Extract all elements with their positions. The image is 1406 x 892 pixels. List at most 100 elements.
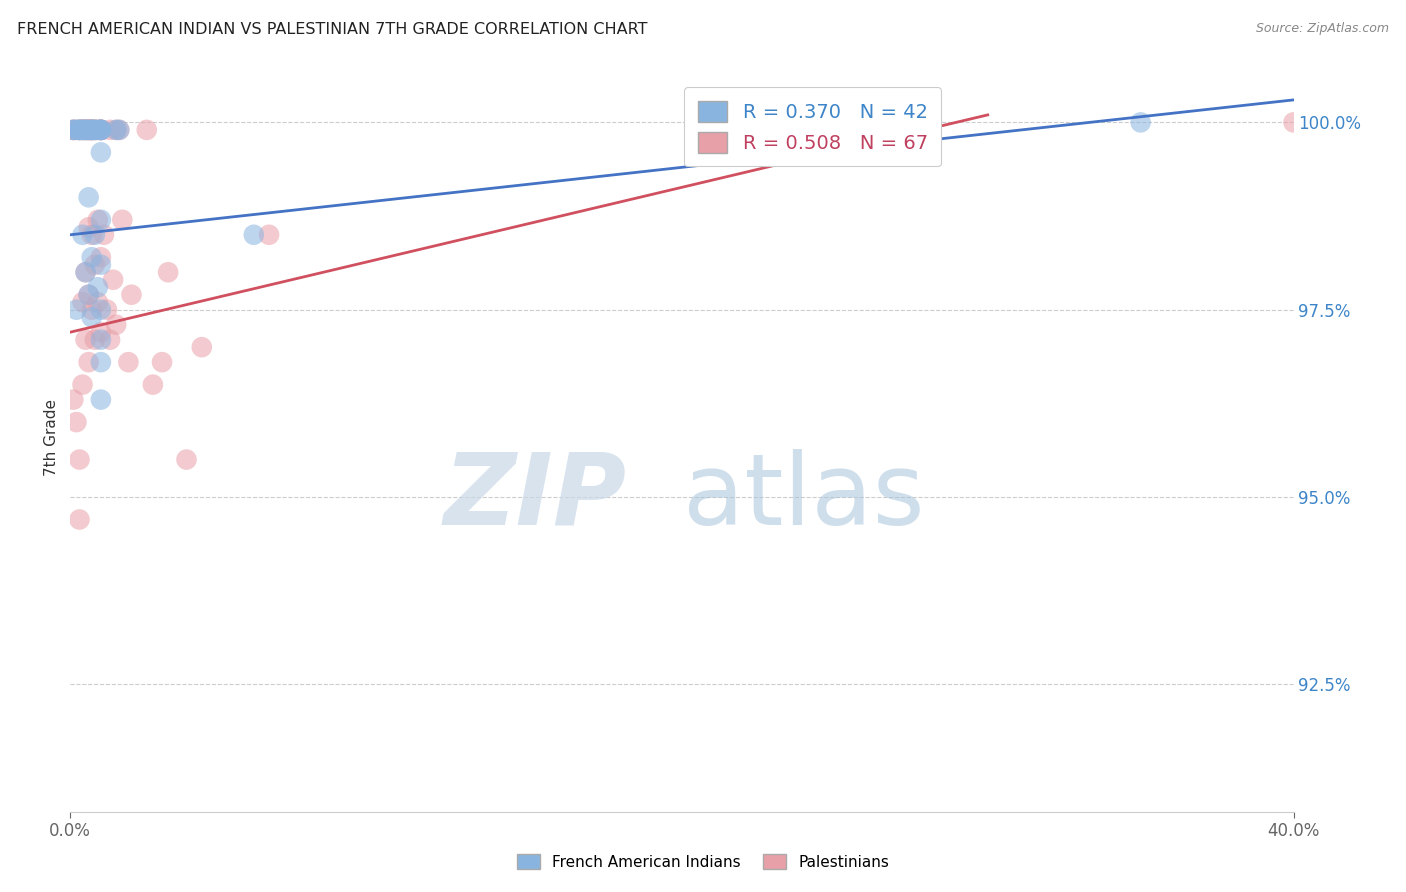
Point [69,512,91,526]
Point [98,333,121,347]
Point [90,333,112,347]
Point [69,123,91,137]
Point [72,227,94,242]
Point [77,123,100,137]
Point [105,123,128,137]
Legend: R = 0.370   N = 42, R = 0.508   N = 67: R = 0.370 N = 42, R = 0.508 N = 67 [685,87,941,167]
Point [80,123,103,137]
Point [105,318,128,332]
Text: ZIP: ZIP [444,449,627,546]
Point [90,123,112,137]
Point [90,123,112,137]
Point [72,123,94,137]
Point [72,377,94,392]
Point [80,123,103,137]
Point [83,123,105,137]
Point [87,212,110,227]
Point [90,392,112,407]
Point [75,265,97,279]
Point [90,123,112,137]
Point [77,220,100,235]
Point [83,333,105,347]
Point [77,190,100,204]
Point [80,250,103,264]
Point [90,302,112,317]
Point [77,123,100,137]
Point [111,212,134,227]
Point [62,123,84,137]
Point [65,123,87,137]
Point [72,295,94,310]
Point [75,333,97,347]
Point [83,123,105,137]
Point [65,302,87,317]
Point [62,123,84,137]
Point [80,302,103,317]
Point [69,123,91,137]
Point [87,123,110,137]
Point [75,265,97,279]
Point [62,123,84,137]
Point [62,123,84,137]
Point [80,123,103,137]
Point [83,258,105,272]
Point [1129,115,1152,129]
Point [98,123,121,137]
Text: atlas: atlas [683,449,925,546]
Y-axis label: 7th Grade: 7th Grade [44,399,59,475]
Point [90,258,112,272]
Point [65,123,87,137]
Point [72,123,94,137]
Point [77,123,100,137]
Text: FRENCH AMERICAN INDIAN VS PALESTINIAN 7TH GRADE CORRELATION CHART: FRENCH AMERICAN INDIAN VS PALESTINIAN 7T… [17,22,647,37]
Point [108,123,131,137]
Point [72,123,94,137]
Point [142,377,165,392]
Point [69,452,91,467]
Point [90,123,112,137]
Point [90,123,112,137]
Point [135,123,157,137]
Point [80,123,103,137]
Point [93,227,115,242]
Point [83,123,105,137]
Point [80,123,103,137]
Point [257,227,280,242]
Point [80,123,103,137]
Point [150,355,173,369]
Point [77,287,100,301]
Point [87,123,110,137]
Point [90,325,112,339]
Point [69,123,91,137]
Point [90,250,112,264]
Point [72,123,94,137]
Point [105,123,128,137]
Point [83,227,105,242]
Point [62,392,84,407]
Point [77,123,100,137]
Point [75,123,97,137]
Point [90,123,112,137]
Point [65,415,87,429]
Point [69,123,91,137]
Point [96,302,118,317]
Point [90,123,112,137]
Point [101,273,124,287]
Point [77,355,100,369]
Point [75,123,97,137]
Point [90,123,112,137]
Text: Source: ZipAtlas.com: Source: ZipAtlas.com [1256,22,1389,36]
Point [83,123,105,137]
Point [243,227,266,242]
Point [191,340,214,354]
Point [75,123,97,137]
Point [90,145,112,160]
Point [87,295,110,310]
Point [77,287,100,301]
Point [90,355,112,369]
Point [90,123,112,137]
Point [72,123,94,137]
Point [75,123,97,137]
Point [69,123,91,137]
Point [80,123,103,137]
